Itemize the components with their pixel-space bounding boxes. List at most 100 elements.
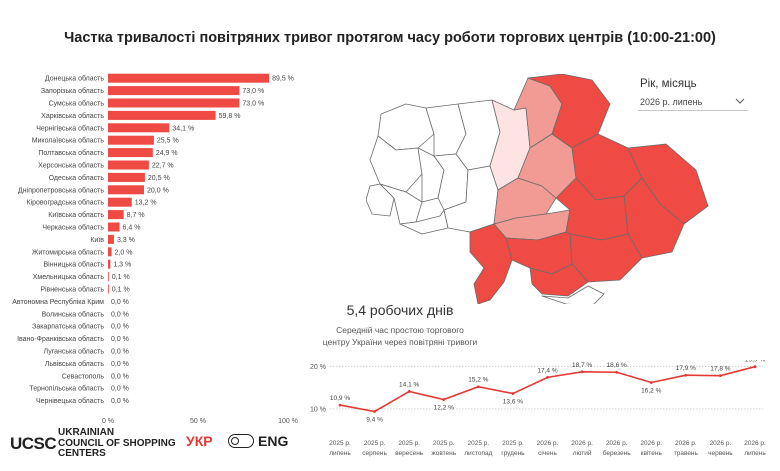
bar[interactable] (108, 185, 144, 195)
bar[interactable] (108, 86, 240, 96)
bar[interactable] (108, 148, 153, 158)
bar[interactable] (108, 259, 111, 269)
bar[interactable] (108, 98, 240, 108)
bar[interactable] (108, 123, 170, 133)
x-tick-label-year: 2026 р. (571, 440, 593, 447)
bar[interactable] (108, 234, 114, 244)
ukraine-map[interactable] (366, 74, 721, 304)
bar-value-label: 13,2 % (135, 200, 157, 207)
bar[interactable] (108, 110, 216, 120)
bar[interactable] (108, 135, 154, 145)
bar[interactable] (108, 247, 112, 257)
bar[interactable] (108, 210, 124, 220)
x-tick-label-month: квітень (641, 449, 663, 457)
kpi-caption-line1: Середній час простою торгового (336, 325, 464, 335)
bar[interactable] (108, 197, 132, 207)
line-point[interactable] (511, 392, 515, 395)
line-point[interactable] (476, 385, 480, 389)
line-point[interactable] (407, 390, 411, 393)
x-tick-label-year: 2025 р. (398, 440, 420, 447)
bar[interactable] (108, 272, 109, 282)
line-point[interactable] (649, 381, 653, 384)
bar-category-label: Хмельницька область (33, 273, 105, 281)
bar-category-label: Сумська область (49, 100, 105, 108)
bar[interactable] (108, 73, 270, 83)
filter-label: Рік, місяць (640, 78, 697, 90)
kpi-caption: Середній час простою торгового центру Ук… (300, 324, 500, 348)
bar-value-label: 73,0 % (242, 101, 264, 108)
bar-value-label: 25,5 % (157, 138, 179, 145)
map-region-odeska[interactable] (469, 223, 513, 304)
line-point[interactable] (615, 370, 619, 374)
x-tick-label-year: 2026 р. (675, 440, 697, 447)
lang-toggle-knob (231, 436, 239, 445)
map-region-lvivska[interactable] (369, 135, 423, 193)
bar-value-label: 0,0 % (111, 349, 129, 356)
chevron-down-icon (735, 98, 745, 104)
line-chart: 10 % 20 % 10,9 % 2025 р. липень 9,4 % 2025 р. с… (310, 360, 766, 457)
bar-value-label: 0,1 % (112, 274, 130, 281)
line-point[interactable] (546, 375, 549, 379)
bar-category-label: Черкаська область (42, 224, 104, 232)
logo-line1: UKRAINIAN (58, 427, 115, 438)
line-point[interactable] (684, 373, 688, 377)
line-point[interactable] (373, 410, 376, 413)
line-value-label: 17,8 % (710, 366, 730, 373)
year-month-select-value: 2026 р. липень (640, 97, 703, 107)
lang-ukr-button[interactable]: УКР (186, 433, 213, 449)
x-tick-label: 100 % (278, 418, 298, 425)
x-tick-label-year: 2025 р. (467, 440, 489, 447)
x-tick-label-month: березень (603, 449, 631, 457)
bar[interactable] (108, 160, 149, 170)
x-tick-label-year: 2026 р. (640, 440, 662, 447)
bar-category-label: Київська область (48, 211, 104, 219)
line-point[interactable] (580, 370, 584, 374)
bar-value-label: 0,0 % (111, 373, 129, 380)
x-tick-label-month: липень (329, 450, 351, 457)
logo-text: UKRAINIAN COUNCIL OF SHOPPING CENTERS (58, 427, 198, 460)
line-value-label: 17,4 % (537, 367, 557, 374)
bar-value-label: 0,0 % (111, 361, 129, 368)
x-tick-label-month: січень (538, 449, 557, 457)
line-value-label: 14,1 % (399, 381, 419, 388)
line-point[interactable] (719, 374, 722, 378)
logo-line3: CENTERS (58, 448, 106, 459)
bar-value-label: 8,7 % (127, 212, 145, 219)
x-tick-label-month: липень (744, 450, 766, 457)
chart-title: Частка тривалості повітряних тривог прот… (64, 30, 716, 46)
map-region-crimea[interactable] (541, 285, 605, 304)
bar-value-label: 3,3 % (117, 237, 135, 244)
x-tick-label-year: 2025 р. (329, 440, 351, 447)
bar-value-label: 20,5 % (148, 175, 170, 182)
bar-value-label: 20,0 % (147, 187, 169, 194)
line-point[interactable] (338, 403, 342, 407)
line-value-label: 12,2 % (434, 405, 454, 412)
bar-value-label: 0,0 % (111, 398, 129, 405)
line-value-label: 10,9 % (330, 395, 350, 402)
line-value-label: 16,2 % (641, 387, 661, 394)
bar[interactable] (108, 284, 109, 294)
year-month-select[interactable]: 2026 р. липень (638, 94, 748, 111)
bar-category-label: Чернігівська область (36, 124, 104, 132)
bar-category-label: Запорізька область (41, 87, 104, 95)
bar-chart: Донецька область 89,5 % Запорізька область… (12, 73, 298, 425)
bar-category-label: Київ (90, 237, 104, 244)
lang-toggle[interactable] (228, 434, 254, 448)
line-point[interactable] (442, 398, 446, 401)
bar[interactable] (108, 172, 145, 182)
bar-category-label: Рівненська область (40, 286, 104, 294)
bar-category-label: Волинська область (42, 310, 105, 318)
line-point[interactable] (753, 365, 757, 369)
line-value-label: 17,9 % (676, 365, 696, 372)
map-region-khersonska[interactable] (529, 263, 589, 297)
bar[interactable] (108, 222, 120, 232)
x-tick-label-year: 2026 р. (710, 440, 732, 447)
bar-category-label: Кіровоградська область (27, 199, 105, 207)
bar-value-label: 0,0 % (111, 336, 129, 343)
x-tick-label-month: вересень (395, 450, 424, 457)
lang-eng-button[interactable]: ENG (258, 433, 289, 449)
bar-category-label: Львівська область (45, 360, 105, 368)
y-tick-label: 20 % (310, 364, 326, 371)
bar-value-label: 34,1 % (172, 125, 194, 132)
bar-category-label: Житомирська область (32, 248, 104, 256)
